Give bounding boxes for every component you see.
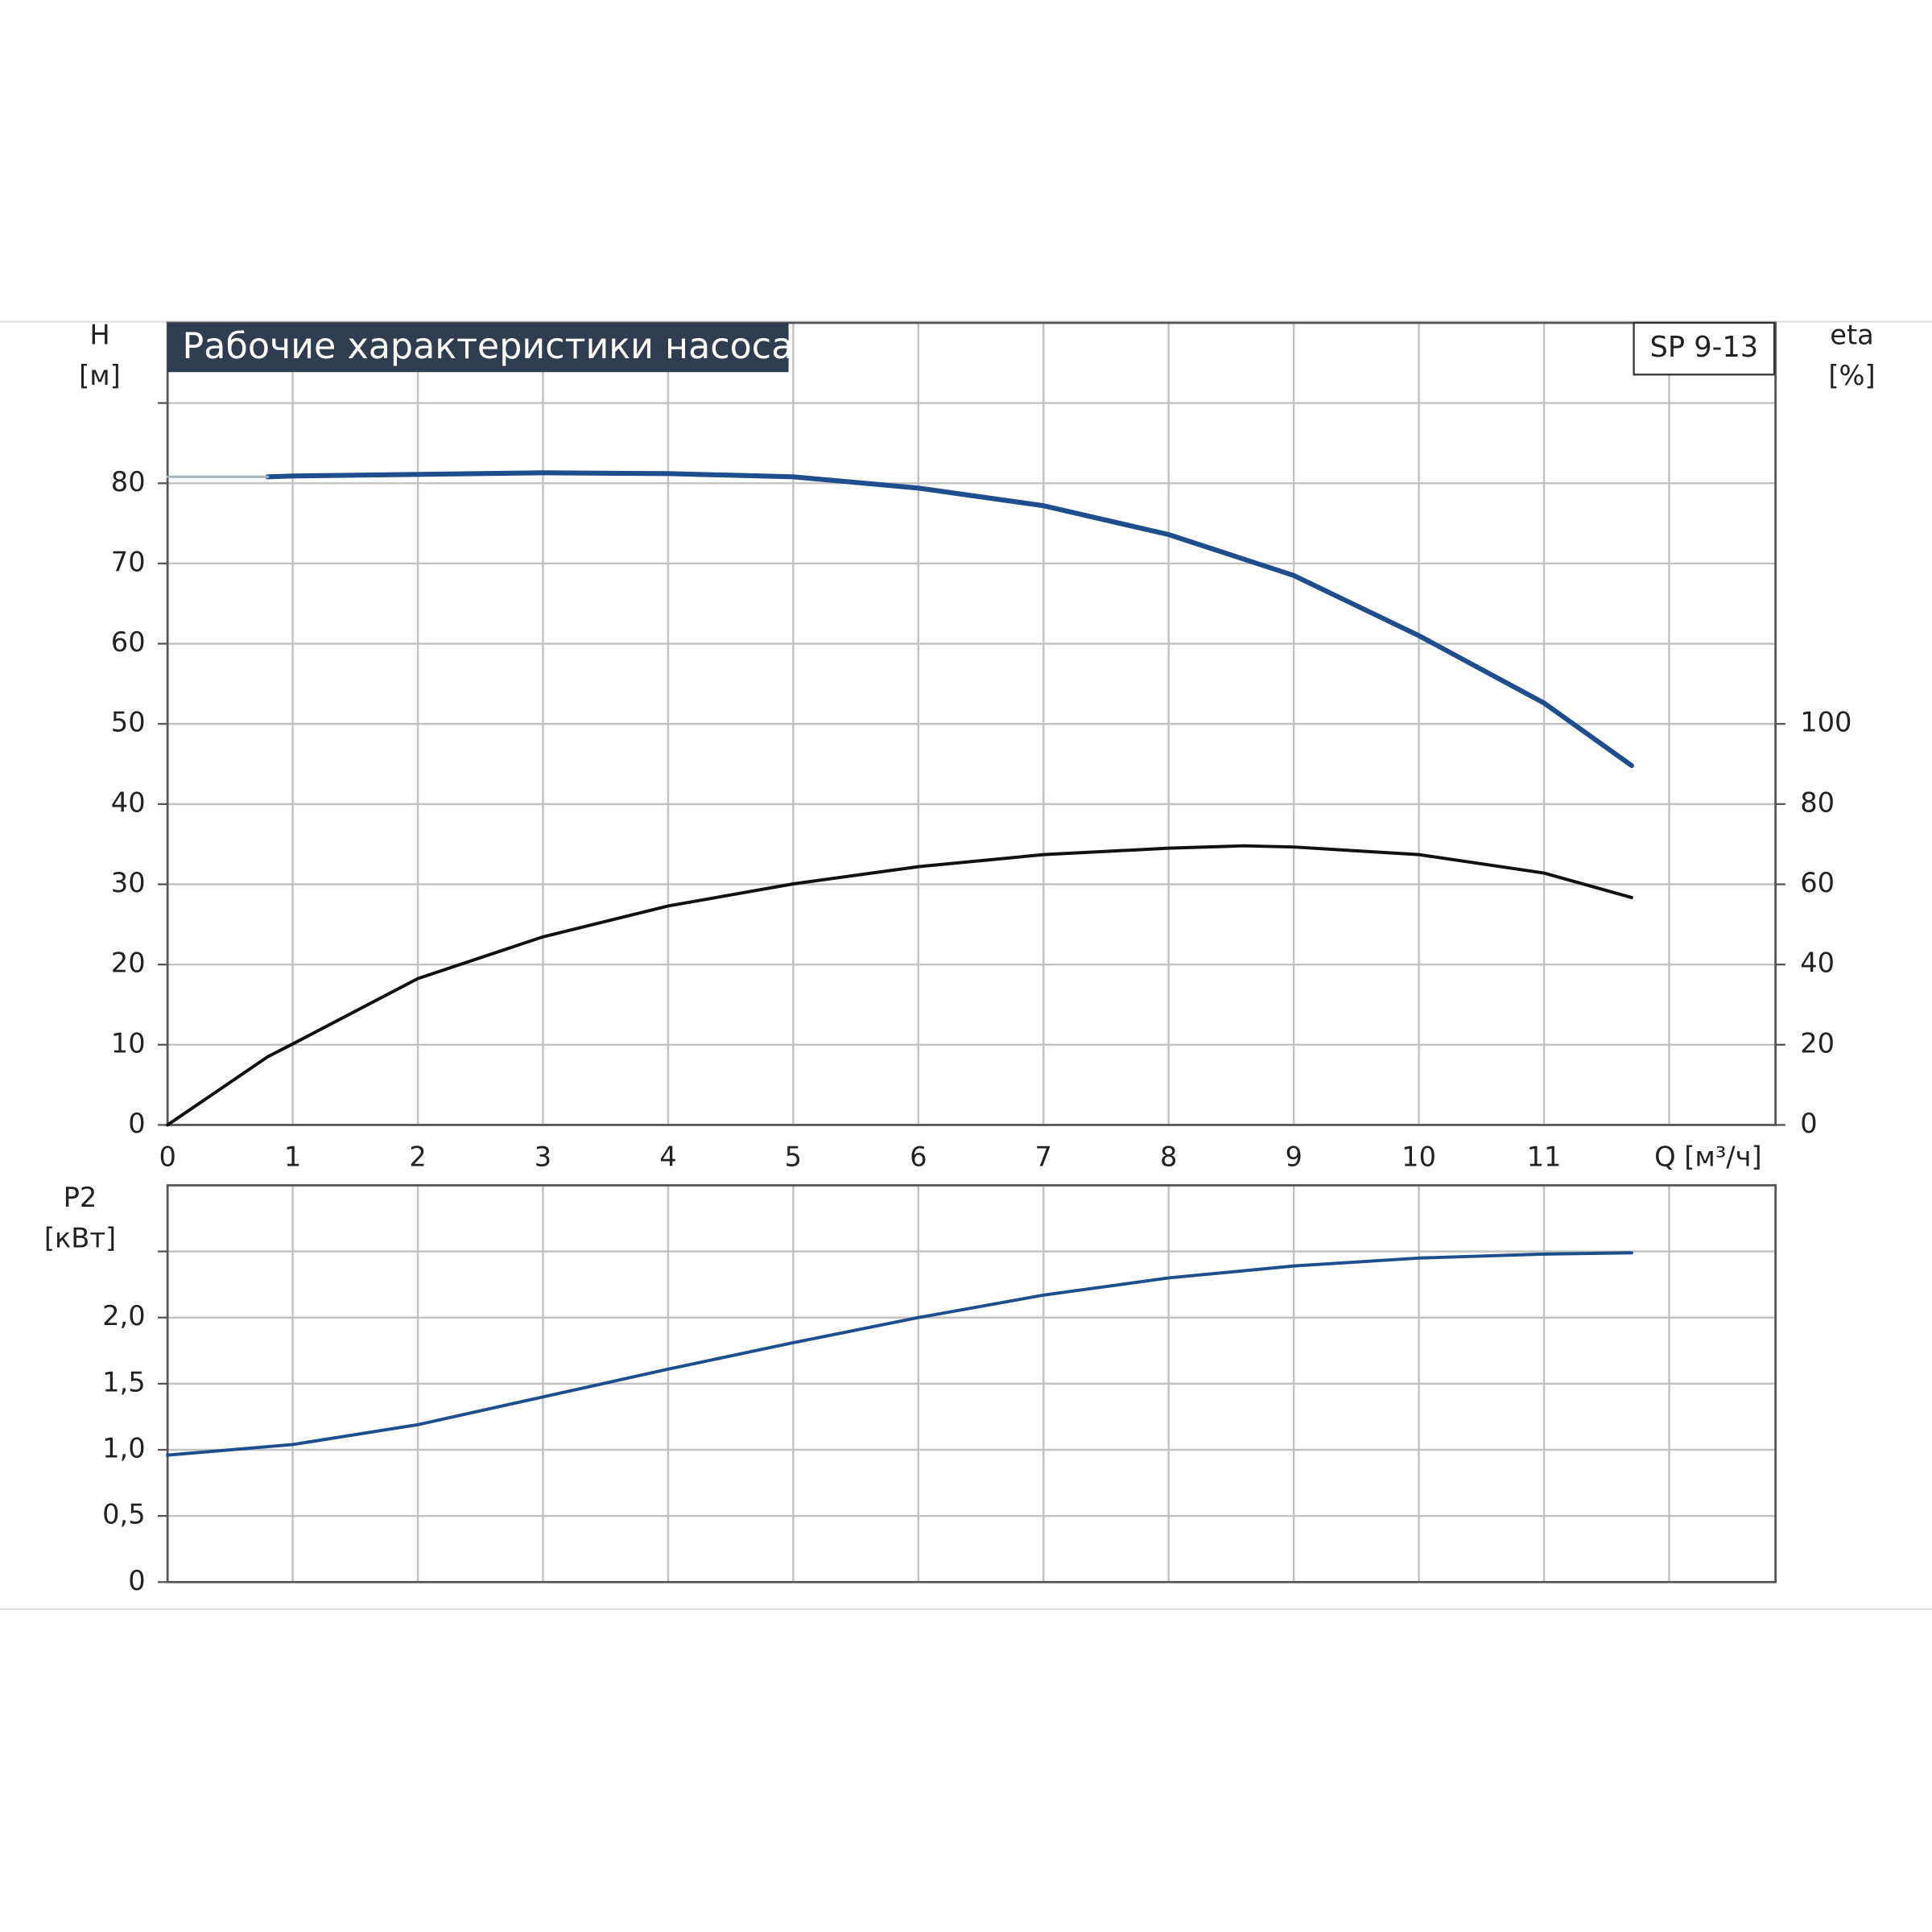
model-box — [1633, 321, 1776, 376]
y-axis-label: P2 — [64, 1182, 97, 1213]
x-tick-label: 10 — [1402, 1141, 1436, 1172]
y-tick-label: 20 — [111, 947, 146, 979]
y2-tick-label: 100 — [1800, 707, 1852, 738]
x-tick-label: 5 — [785, 1141, 802, 1172]
x-tick-label: 4 — [659, 1141, 676, 1172]
y-tick-label: 1,0 — [102, 1433, 146, 1464]
chart-title: Рабочие характеристики насоса — [183, 326, 794, 367]
x-tick-label: 9 — [1285, 1141, 1302, 1172]
x-tick-label: 6 — [910, 1141, 927, 1172]
data-line — [166, 1251, 1633, 1457]
y-tick-label: 40 — [111, 786, 146, 818]
y2-tick-label: 80 — [1800, 786, 1835, 818]
y2-tick-label: 0 — [1800, 1108, 1817, 1139]
y2-tick-label: 20 — [1800, 1027, 1835, 1059]
x-tick-label: 8 — [1160, 1141, 1177, 1172]
x-tick-label: 7 — [1035, 1141, 1052, 1172]
plot-frame — [166, 321, 1777, 1126]
y-tick-label: 60 — [111, 626, 146, 658]
y-tick-label: 0,5 — [102, 1499, 146, 1530]
y-tick-label: 10 — [111, 1027, 146, 1059]
x-tick-label: 3 — [535, 1141, 551, 1172]
y-axis-label: H — [89, 319, 109, 350]
y-tick-label: 70 — [111, 546, 146, 577]
y-tick-label: 0 — [128, 1108, 145, 1139]
y-tick-label: 0 — [128, 1565, 145, 1596]
y-tick-label: 30 — [111, 867, 146, 898]
x-tick-label: 2 — [409, 1141, 426, 1172]
y-tick-label: 1,5 — [102, 1366, 146, 1397]
x-tick-label: Q [м³/ч] — [1654, 1141, 1762, 1172]
y2-tick-label: 40 — [1800, 947, 1835, 979]
title-box — [167, 323, 789, 373]
y2-tick-label: 60 — [1800, 867, 1835, 898]
x-tick-label: 1 — [284, 1141, 301, 1172]
y2-axis-unit: [%] — [1828, 360, 1875, 391]
y-axis-unit: [кВт] — [44, 1222, 116, 1253]
model-label: SP 9-13 — [1650, 331, 1759, 364]
y-axis-unit: [м] — [79, 360, 121, 391]
y2-axis-label: eta — [1830, 319, 1874, 350]
plot-frame — [166, 1184, 1777, 1583]
y-tick-label: 2,0 — [102, 1300, 146, 1331]
data-line — [166, 844, 1633, 1127]
data-line — [265, 470, 1634, 769]
x-tick-label: 0 — [159, 1141, 175, 1172]
x-tick-label: 11 — [1527, 1141, 1562, 1172]
y-tick-label: 50 — [111, 707, 146, 738]
plot-layer: 0 1 2 3 4 5 6 7 8 9 10 11 Q [м³/ч] 0 10 20 30 40 50 60 70 80 0… — [102, 321, 1852, 1596]
y-tick-label: 80 — [111, 466, 146, 497]
